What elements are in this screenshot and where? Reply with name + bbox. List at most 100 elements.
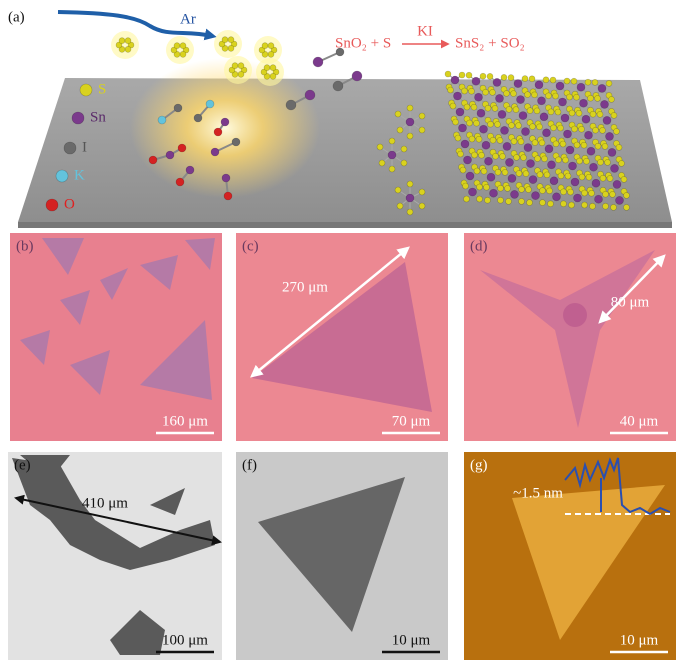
panel-label: (b): [16, 238, 34, 254]
atom: [510, 190, 519, 199]
atom: [526, 159, 535, 168]
atom: [504, 185, 511, 192]
atom: [547, 108, 555, 116]
atom: [549, 176, 559, 186]
atom: [528, 75, 536, 83]
atom: [570, 77, 578, 85]
atom: [537, 96, 546, 106]
atom: [608, 96, 615, 103]
atom: [465, 71, 473, 79]
dimension-arrow: [14, 494, 222, 546]
atom: [494, 121, 501, 128]
atom: [589, 162, 598, 172]
atom: [581, 114, 591, 124]
atom: [479, 124, 488, 134]
atom: [547, 160, 556, 170]
atom: [609, 191, 616, 198]
atom: [568, 161, 577, 171]
atom: [588, 189, 595, 197]
flake: [110, 610, 165, 655]
atom: [463, 195, 470, 203]
legend-label: Sn: [90, 109, 106, 125]
atom: [542, 128, 551, 138]
atom: [516, 95, 525, 104]
atom: [522, 170, 530, 177]
atom: [610, 204, 617, 211]
atom: [599, 127, 606, 134]
atom: [484, 196, 491, 204]
atom: [127, 41, 135, 49]
nucleus: [563, 303, 587, 327]
atom: [179, 51, 187, 58]
cluster-glow: [256, 58, 284, 86]
atom: [170, 46, 178, 54]
atom: [623, 204, 630, 211]
atom: [560, 113, 570, 123]
atom: [124, 37, 132, 44]
atom: [449, 102, 457, 110]
atom: [600, 100, 609, 109]
atom: [513, 79, 523, 88]
atom: [396, 126, 404, 134]
atom: [237, 71, 245, 78]
atom: [263, 64, 271, 71]
atom: [558, 97, 567, 107]
atom: [473, 167, 481, 175]
atom: [545, 92, 552, 100]
atom: [230, 40, 238, 48]
products: SnS₂ + SO₂: [455, 35, 525, 51]
cluster-glow: [166, 36, 194, 64]
atom: [179, 42, 187, 49]
atom: [148, 155, 158, 165]
atom: [562, 156, 569, 164]
atom: [507, 74, 515, 81]
atom: [489, 89, 496, 96]
atom: [460, 139, 470, 149]
atom: [589, 110, 597, 118]
atom: [518, 111, 528, 120]
atom: [332, 80, 344, 92]
atom: [45, 198, 59, 212]
atom: [564, 172, 572, 180]
atom: [465, 171, 475, 181]
atom: [567, 188, 574, 196]
atom: [594, 95, 601, 102]
atom: [549, 76, 557, 84]
atom: [543, 171, 551, 179]
cluster-glow: [111, 31, 139, 59]
gas-flow-arrow: [57, 10, 217, 41]
atom: [563, 77, 571, 85]
atom: [240, 66, 248, 74]
atom: [400, 145, 408, 153]
dimension-arrow: [250, 246, 410, 378]
annotation: ~1.5 nm: [513, 485, 563, 501]
atom: [466, 119, 473, 127]
legend-label: O: [64, 196, 75, 212]
atom: [591, 79, 599, 86]
atom: [552, 192, 561, 202]
atom: [210, 147, 220, 157]
atom: [118, 46, 126, 53]
atom: [565, 145, 575, 155]
panel-c: [236, 233, 448, 441]
atom: [476, 108, 486, 118]
atom: [560, 200, 567, 208]
atom: [406, 132, 414, 140]
carrier-gas: Ar: [180, 11, 196, 27]
atom: [231, 62, 239, 69]
atom: [71, 111, 85, 125]
atom: [272, 68, 280, 76]
atom: [534, 80, 544, 90]
atom: [534, 155, 541, 162]
atom: [607, 148, 617, 157]
atom: [396, 202, 404, 210]
atom: [193, 113, 203, 123]
panel-g: [464, 452, 676, 660]
atom: [463, 103, 471, 111]
atom: [450, 75, 460, 85]
atom: [227, 45, 235, 52]
atom: [177, 143, 187, 153]
atom: [544, 144, 554, 154]
atom: [505, 106, 513, 113]
